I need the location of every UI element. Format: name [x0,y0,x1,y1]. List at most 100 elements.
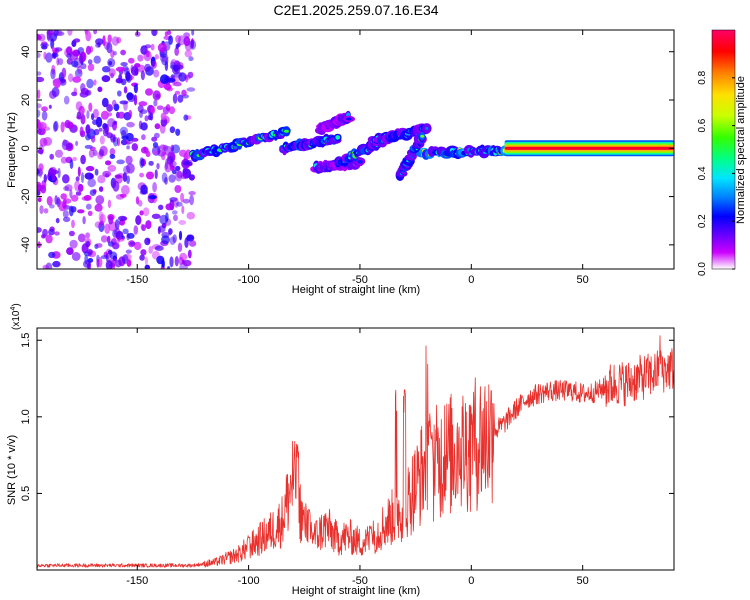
heatmap-cell [120,49,126,56]
heatmap-cell [109,251,118,259]
heatmap-cell [140,70,145,81]
spectrogram-axes: -150 -100 -50 0 50 -40 -20 0 20 40 [20,30,674,286]
heatmap-cell [178,220,187,225]
heatmap-cell [86,78,94,89]
heatmap-cell [113,136,119,147]
heatmap-cell [191,30,195,36]
heatmap-cell [39,205,44,215]
x-tick-label: 0 [468,274,474,286]
heatmap-cell [37,33,41,40]
heatmap-feature [189,126,291,163]
heatmap-cell [109,154,116,159]
heatmap-cell [92,119,98,125]
heatmap-cell [135,215,142,226]
heatmap-cell [88,264,92,269]
heatmap-cell [69,189,73,199]
heatmap-cell [122,172,128,183]
heatmap-cell [129,241,136,246]
heatmap-cell [125,71,131,82]
heatmap-cell [148,195,157,200]
heatmap-cell [112,99,117,107]
heatmap-cell [125,163,135,174]
heatmap-cell [189,39,197,50]
heatmap-cell [144,237,151,246]
heatmap-cell [62,216,71,223]
heatmap-cell [106,42,113,54]
heatmap-cell [174,46,180,56]
heatmap-cell [168,160,177,168]
heatmap-cell [123,165,131,175]
heatmap-cell [43,136,53,146]
heatmap-cell [48,251,56,259]
heatmap-cell [183,32,191,38]
heatmap-cell [87,63,95,72]
heatmap-cell [62,174,70,184]
heatmap-cell [93,79,97,86]
heatmap-cell [43,208,49,214]
heatmap-cell [37,76,45,83]
heatmap-cell [51,47,56,53]
heatmap-cell [111,36,119,46]
heatmap-cell [108,68,116,77]
heatmap-cell [111,242,120,250]
heatmap-cell [45,52,53,63]
heatmap-cell [151,30,158,37]
heatmap-cell [425,126,429,130]
heatmap-cell [168,174,176,183]
heatmap-cell [69,159,74,170]
heatmap-cell [54,47,63,52]
heatmap-cell [117,237,125,242]
colorbar-ticks: 0.0 0.2 0.4 0.6 0.8 [697,70,735,276]
heatmap-cell [346,117,352,121]
snr-frame [36,327,675,571]
heatmap-cell [91,135,96,143]
heatmap-cell [46,196,53,206]
heatmap-cell [151,213,161,219]
heatmap-cell [37,103,42,109]
heatmap-cell [137,54,144,62]
heatmap-cell [45,234,53,244]
heatmap-cell [95,243,103,248]
heatmap-cell [185,149,192,159]
heatmap-cell [116,159,125,165]
heatmap-cell [92,108,99,119]
heatmap-cell [128,109,133,118]
heatmap-cell [174,185,182,193]
heatmap-cell [87,210,93,216]
heatmap-cell [188,56,194,62]
heatmap-cell [168,228,173,235]
heatmap-cell [183,36,191,47]
heatmap-cell [41,110,48,121]
spectrogram-plot: -150 -100 -50 0 50 -40 -20 0 20 40 Height of stra… [6,29,675,296]
heatmap-cell [161,172,168,183]
heatmap-cell [145,50,150,58]
heatmap-cell [148,160,154,166]
heatmap-cell [85,232,90,239]
heatmap-cell [49,153,54,160]
heatmap-cell [73,87,78,95]
heatmap-cell [59,79,67,86]
heatmap-cell [126,175,130,184]
heatmap-cell [178,230,183,241]
heatmap-cell [357,160,363,164]
heatmap-cell [48,104,52,109]
heatmap-cell [82,216,86,225]
heatmap-cell [177,94,184,103]
heatmap-cell [63,186,70,191]
y-tick-label: -40 [20,237,32,253]
heatmap-cell [87,258,94,263]
heatmap-cell [133,225,139,235]
heatmap-cell [75,140,79,147]
heatmap-cell [107,164,117,172]
heatmap-cell [175,35,182,44]
heatmap-cell [131,143,138,152]
heatmap-cell [70,206,77,213]
heatmap-cell [140,146,149,154]
heatmap-cell [283,129,290,133]
heatmap-cell [165,212,169,222]
heatmap-cell [96,258,100,268]
heatmap-cell [41,45,48,50]
heatmap-cell [150,107,155,113]
heatmap-cell [80,83,86,93]
